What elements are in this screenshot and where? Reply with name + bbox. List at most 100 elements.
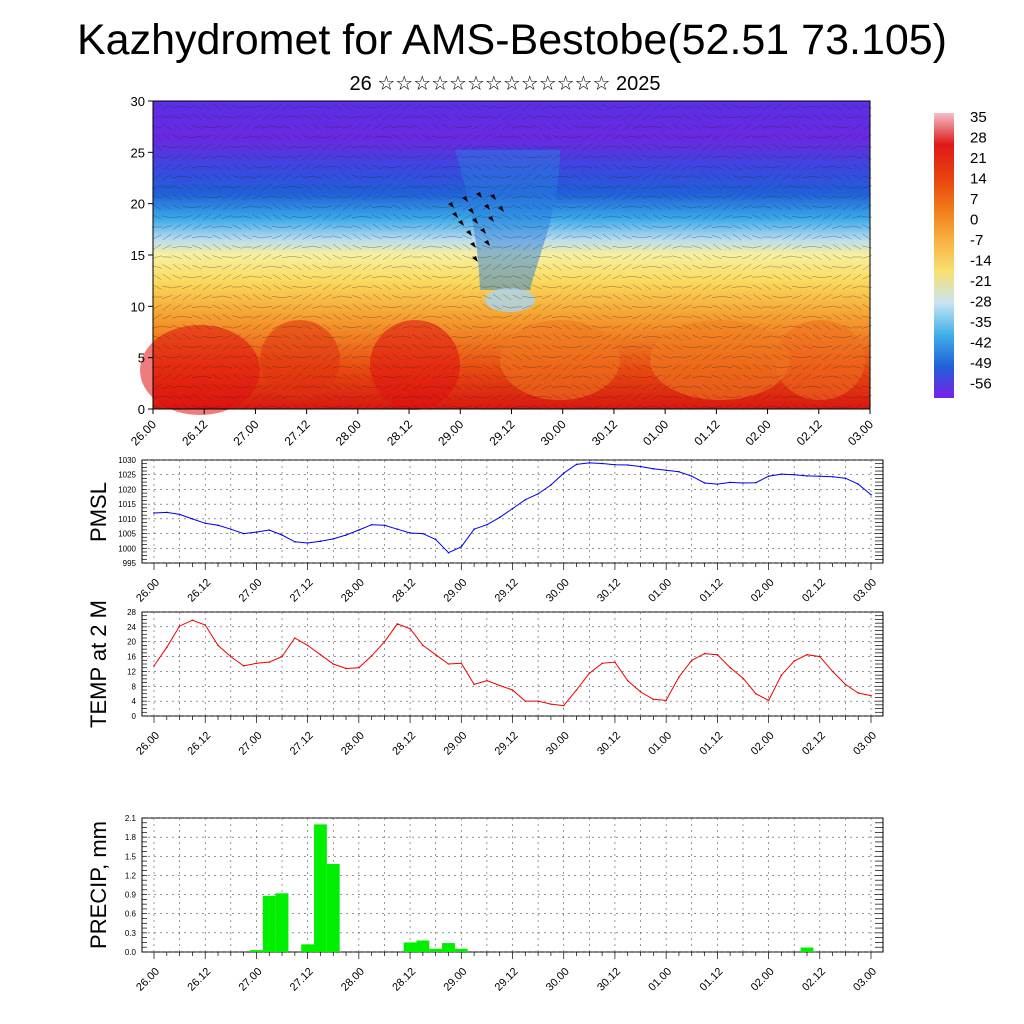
wind-barb <box>192 334 202 340</box>
wind-barb <box>362 304 372 310</box>
wind-barb <box>762 354 772 360</box>
bar <box>429 948 443 952</box>
wind-barb <box>582 375 592 379</box>
wind-barb <box>462 204 472 210</box>
wind-barb <box>822 113 832 121</box>
wind-barb <box>282 374 292 380</box>
wind-barb <box>772 165 782 169</box>
wind-barb <box>772 383 782 391</box>
wind-barb <box>462 354 472 360</box>
wind-barb <box>322 354 332 360</box>
wind-barb <box>602 274 612 280</box>
wind-barb <box>262 135 272 139</box>
wind-barb <box>832 235 842 239</box>
wind-barb <box>812 114 822 120</box>
wind-barb <box>422 185 432 189</box>
wind-barb <box>342 284 352 290</box>
wind-barb <box>492 145 502 149</box>
data-point <box>383 524 386 527</box>
wind-barb <box>592 174 602 180</box>
wind-barb <box>582 274 592 280</box>
wind-barb <box>522 354 532 360</box>
wind-barb <box>402 405 412 409</box>
wind-barb <box>722 374 732 380</box>
wind-barb <box>362 164 372 170</box>
y-tick-label: 1000 <box>118 544 136 553</box>
wind-barb <box>532 273 542 281</box>
wind-barb <box>802 246 812 248</box>
x-tick-label: 29.00 <box>441 966 469 994</box>
wind-barb <box>242 264 252 270</box>
wind-barb <box>442 183 452 191</box>
wind-barb <box>192 264 202 270</box>
wind-barb <box>422 124 432 130</box>
wind-barb <box>392 104 402 110</box>
wind-barb <box>212 115 222 119</box>
wind-barb <box>572 183 582 191</box>
wind-barb <box>742 215 752 219</box>
wind-barb <box>822 104 832 110</box>
wind-barb <box>182 363 192 371</box>
data-point <box>511 689 514 691</box>
wind-barb <box>472 264 482 270</box>
wind-barb <box>362 286 372 288</box>
wind-barb <box>432 355 442 359</box>
wind-barb <box>742 263 752 271</box>
wind-barb <box>752 144 762 150</box>
wind-barb <box>271 126 283 128</box>
wind-barb <box>392 365 402 369</box>
wind-barb <box>821 376 833 378</box>
wind-barb <box>172 164 182 170</box>
wind-barb <box>612 294 622 300</box>
wind-barb <box>832 114 842 120</box>
data-point <box>486 679 488 682</box>
wind-barb <box>772 204 782 210</box>
wind-barb <box>532 164 542 170</box>
wind-barb <box>222 304 232 310</box>
wind-barb <box>622 334 632 340</box>
wind-barb <box>452 314 462 320</box>
wind-barb <box>692 315 702 319</box>
wind-barb <box>382 335 392 339</box>
wind-barb <box>762 224 772 230</box>
wind-barb <box>292 245 302 249</box>
wind-barb <box>232 115 242 119</box>
wind-barb <box>482 325 492 329</box>
wind-barb <box>272 295 282 299</box>
wind-barb <box>261 236 273 238</box>
data-point <box>716 653 719 656</box>
data-point <box>754 692 757 695</box>
wind-barb <box>592 195 602 199</box>
wind-barb <box>762 144 772 150</box>
wind-barb <box>722 264 732 270</box>
wind-barb <box>852 274 862 280</box>
wind-barb <box>762 114 772 120</box>
wind-barb <box>362 294 372 300</box>
wind-barb <box>292 185 302 189</box>
data-point <box>703 652 706 655</box>
wind-barb <box>232 255 242 259</box>
wind-barb <box>582 365 592 369</box>
wind-barb <box>462 265 472 269</box>
wind-barb <box>652 173 662 181</box>
wind-barb <box>772 104 782 110</box>
wind-barb <box>372 394 382 400</box>
wind-barb <box>222 404 232 410</box>
wind-barb <box>432 145 442 149</box>
wind-barb <box>452 324 462 330</box>
wind-barb <box>672 164 682 170</box>
data-point <box>396 623 399 625</box>
wind-barb <box>622 374 632 380</box>
wind-barb <box>352 155 362 159</box>
wind-barb <box>342 203 352 211</box>
wind-barb <box>632 393 642 401</box>
wind-barb <box>162 204 172 210</box>
wind-barb <box>212 405 222 409</box>
x-tick-label: 27.12 <box>282 417 313 448</box>
y-tick-label: 30 <box>131 94 145 109</box>
data-point <box>601 662 603 665</box>
x-tick-label: 27.12 <box>288 577 316 605</box>
wind-barb <box>322 184 332 190</box>
x-tick-label: 28.00 <box>339 966 367 994</box>
